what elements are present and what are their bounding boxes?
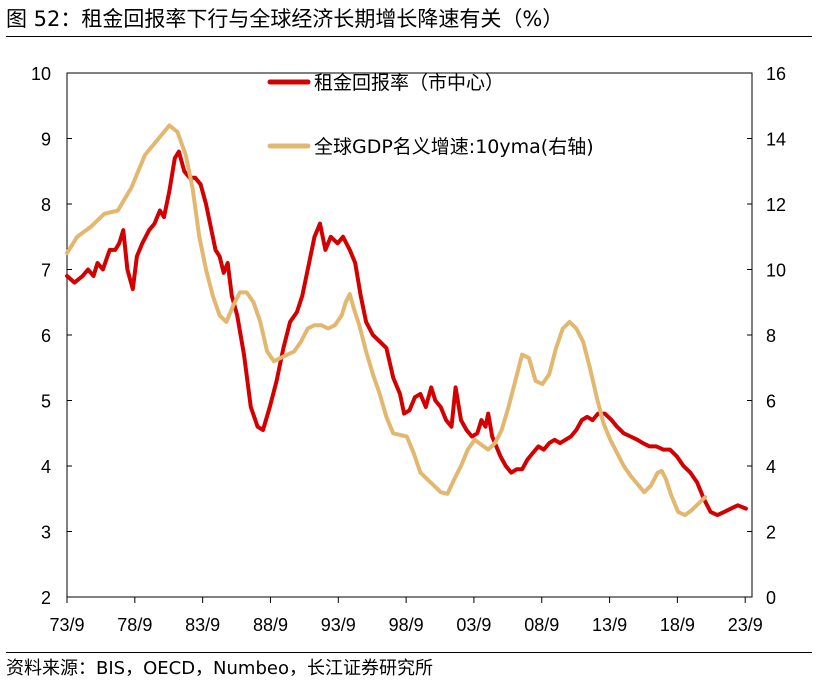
right-tick-label: 8 — [766, 326, 776, 346]
x-tick-label: 18/9 — [660, 615, 695, 635]
x-tick-label: 88/9 — [253, 615, 288, 635]
x-tick-label: 93/9 — [321, 615, 356, 635]
series-layer — [65, 123, 748, 518]
source-note: 资料来源：BIS，OECD，Numbeo，长江证券研究所 — [6, 658, 433, 679]
left-axis: 2 3 4 5 6 7 8 9 10 — [31, 64, 72, 608]
x-tick-label: 78/9 — [117, 615, 152, 635]
right-tick-label: 12 — [766, 195, 786, 215]
left-tick-label: 10 — [31, 64, 51, 84]
figure-title: 图 52：租金回报率下行与全球经济长期增长降速有关（%） — [6, 7, 564, 31]
x-axis: 73/9 78/9 83/9 88/9 93/9 98/9 03/9 08/9 13/9 18/9… — [49, 597, 763, 635]
right-axis: 0 2 4 6 8 10 12 14 16 — [747, 64, 786, 608]
source-divider — [6, 652, 812, 653]
right-tick-label: 16 — [766, 64, 786, 84]
left-tick-label: 8 — [41, 195, 51, 215]
legend-label-rent-yield: 租金回报率（市中心） — [314, 72, 504, 94]
title-divider — [6, 36, 812, 37]
x-tick-label: 98/9 — [389, 615, 424, 635]
left-tick-label: 9 — [41, 130, 51, 150]
right-tick-label: 4 — [766, 457, 776, 477]
left-tick-label: 3 — [41, 523, 51, 543]
x-tick-label: 23/9 — [728, 615, 763, 635]
legend: 租金回报率（市中心） 全球GDP名义增速:10yma(右轴) — [267, 72, 594, 158]
right-tick-label: 0 — [766, 588, 776, 608]
right-tick-label: 6 — [766, 392, 776, 412]
left-tick-label: 2 — [41, 588, 51, 608]
rent-yield-line — [65, 149, 748, 518]
right-tick-label: 2 — [766, 523, 776, 543]
right-tick-label: 14 — [766, 130, 786, 150]
right-tick-label: 10 — [766, 261, 786, 281]
x-tick-label: 73/9 — [49, 615, 84, 635]
x-tick-label: 13/9 — [592, 615, 627, 635]
line-chart: 2 3 4 5 6 7 8 9 10 0 2 4 6 8 10 12 14 16 73/9 78/9 83/9 88/… — [31, 64, 786, 635]
legend-label-gdp-growth: 全球GDP名义增速:10yma(右轴) — [314, 136, 594, 158]
left-tick-label: 5 — [41, 392, 51, 412]
left-tick-label: 7 — [41, 261, 51, 281]
x-tick-label: 08/9 — [524, 615, 559, 635]
x-tick-label: 83/9 — [185, 615, 220, 635]
gdp-growth-line — [65, 123, 708, 518]
x-tick-label: 03/9 — [456, 615, 491, 635]
left-tick-label: 6 — [41, 326, 51, 346]
left-tick-label: 4 — [41, 457, 51, 477]
